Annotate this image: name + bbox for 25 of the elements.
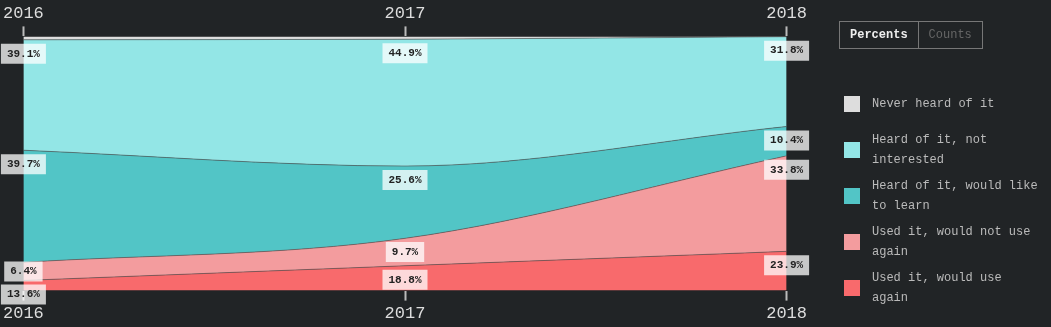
text: Percents	[849, 27, 909, 44]
legend-label: Heard of it, would like to learn	[872, 178, 1039, 215]
data-label: 39.7%	[6, 157, 41, 170]
data-label: 39.1%	[6, 47, 41, 60]
legend-label: Never heard of it	[872, 96, 995, 113]
category-label: 2018	[766, 3, 807, 23]
data-label: 23.9%	[770, 259, 804, 272]
data-label: 25.6%	[388, 173, 422, 186]
x-tick-label: 2016	[3, 304, 44, 324]
data-label: 9.7%	[391, 245, 419, 258]
data-label: 18.8%	[388, 273, 422, 286]
x-tick-label: 2018	[766, 304, 807, 324]
legend-label: Used it, would not use again	[872, 224, 1032, 261]
data-label: 33.8%	[770, 163, 804, 176]
category-label: 2017	[384, 3, 426, 23]
data-label: 13.6%	[6, 288, 41, 301]
data-label: 44.9%	[388, 46, 422, 59]
data-label: 10.4%	[770, 134, 804, 147]
x-tick-label: 2017	[384, 304, 426, 324]
text: Counts	[917, 22, 982, 48]
legend-label: Used it, would use again	[872, 270, 1003, 307]
data-label: 31.8%	[770, 44, 804, 57]
category-label: 2016	[3, 3, 44, 23]
legend-label: Heard of it, not interested	[872, 132, 989, 169]
data-label: 6.4%	[10, 265, 37, 278]
